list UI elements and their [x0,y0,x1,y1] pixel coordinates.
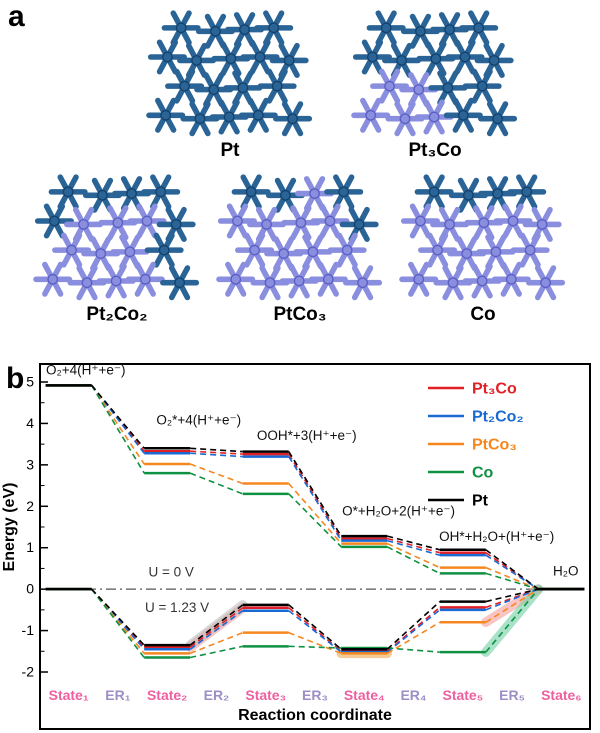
svg-text:O₂+4(H⁺+e⁻): O₂+4(H⁺+e⁻) [46,363,126,378]
cluster-pt3co-label: Pt₃Co [408,140,462,161]
svg-text:ER₃: ER₃ [302,687,328,703]
svg-text:OOH*+3(H⁺+e⁻): OOH*+3(H⁺+e⁻) [257,428,357,443]
svg-text:3: 3 [26,456,34,472]
svg-text:Co: Co [472,465,494,482]
svg-text:Pt: Pt [472,493,489,510]
svg-text:b: b [6,362,24,395]
svg-text:5: 5 [26,374,34,390]
svg-text:PtCo₃: PtCo₃ [472,437,517,454]
svg-text:ER₁: ER₁ [105,687,130,703]
co-structure-image [399,174,566,301]
svg-text:ER₄: ER₄ [400,687,426,703]
cluster-row-2: Pt₂Co₂ PtCo₃ Co [0,172,600,326]
svg-text:OH*+H₂O+(H⁺+e⁻): OH*+H₂O+(H⁺+e⁻) [439,529,554,544]
pt2co2-structure-image [33,174,200,301]
cluster-co: Co [399,172,567,326]
energy-diagram-chart: b -2 -1 0 1 2 3 4 5 O₂+4(H⁺+e⁻) O₂*+4(H⁺+e⁻) OOH*+3… [1,362,591,730]
panel-a: a Pt Pt₃Co Pt₂Co₂ PtCo₃ Co [0,0,600,360]
svg-text:Pt₃Co: Pt₃Co [472,381,517,398]
svg-text:State₂: State₂ [147,687,187,703]
svg-text:State₃: State₃ [245,687,286,703]
svg-text:4: 4 [26,415,34,431]
cluster-pt-label: Pt [220,140,240,161]
cluster-pt: Pt [146,8,314,162]
svg-text:H₂O: H₂O [553,563,579,578]
svg-text:ER₅: ER₅ [499,687,525,703]
svg-text:2: 2 [26,498,34,514]
svg-text:ER₂: ER₂ [204,687,230,703]
cluster-pt3co: Pt₃Co [351,8,519,162]
ptco3-structure-image [216,174,383,301]
svg-text:0: 0 [26,581,34,597]
svg-text:State₆: State₆ [541,687,582,703]
svg-text:O₂*+4(H⁺+e⁻): O₂*+4(H⁺+e⁻) [156,413,241,428]
cluster-ptco3: PtCo₃ [216,172,384,326]
panel-b: b -2 -1 0 1 2 3 4 5 O₂+4(H⁺+e⁻) O₂*+4(H⁺+e⁻) OOH*+3… [0,362,600,733]
pt3co-structure-image [351,10,518,137]
svg-text:U = 0 V: U = 0 V [148,565,193,580]
svg-text:Energy (eV): Energy (eV) [1,483,18,572]
cluster-co-label: Co [470,304,496,325]
svg-text:U = 1.23 V: U = 1.23 V [145,600,209,615]
cluster-pt2co2: Pt₂Co₂ [33,172,201,326]
svg-text:O*+H₂O+2(H⁺+e⁻): O*+H₂O+2(H⁺+e⁻) [342,503,455,518]
svg-text:State₄: State₄ [344,687,385,703]
cluster-ptco3-label: PtCo₃ [273,304,327,325]
svg-text:State₁: State₁ [49,687,89,703]
svg-text:-2: -2 [22,664,35,680]
svg-text:-1: -1 [22,622,35,638]
svg-text:State₅: State₅ [442,687,483,703]
pt-structure-image [146,10,313,137]
svg-text:Pt₂Co₂: Pt₂Co₂ [472,409,524,426]
cluster-row-1: Pt Pt₃Co [0,8,600,162]
cluster-pt2co2-label: Pt₂Co₂ [86,304,148,325]
panel-a-label: a [8,0,25,33]
svg-text:1: 1 [26,539,34,555]
svg-text:Reaction coordinate: Reaction coordinate [238,707,392,724]
